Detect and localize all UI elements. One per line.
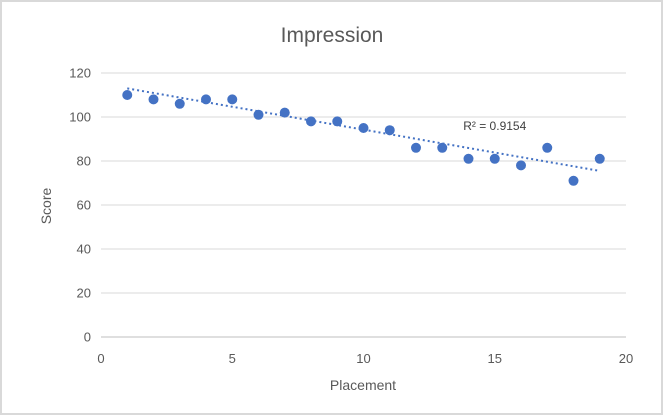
x-tick-label: 15 xyxy=(488,351,502,366)
y-axis-label: Score xyxy=(38,188,54,225)
data-point xyxy=(516,160,526,171)
data-point xyxy=(542,142,553,153)
data-points xyxy=(122,90,605,186)
y-tick-label: 80 xyxy=(77,154,91,169)
x-tick-label: 0 xyxy=(97,351,104,366)
y-tick-label: 100 xyxy=(69,110,91,125)
y-tick-label: 60 xyxy=(77,198,91,213)
x-axis-label: Placement xyxy=(330,377,396,393)
data-point xyxy=(594,153,605,164)
data-point xyxy=(489,153,500,164)
y-tick-labels: 0 20 40 60 80 100 120 xyxy=(69,66,91,345)
data-point xyxy=(332,116,343,127)
x-tick-label: 20 xyxy=(619,351,633,366)
chart-title: Impression xyxy=(281,24,384,47)
data-point xyxy=(122,90,133,100)
gridlines xyxy=(101,72,626,294)
data-point xyxy=(148,94,159,105)
x-tick-label: 10 xyxy=(356,351,370,366)
r-squared-label: R² = 0.9154 xyxy=(463,119,526,133)
data-point xyxy=(253,109,264,120)
data-point xyxy=(201,94,211,105)
data-point xyxy=(384,125,395,136)
data-point xyxy=(463,153,474,164)
x-tick-label: 5 xyxy=(229,351,236,366)
data-point xyxy=(568,175,579,186)
y-tick-label: 0 xyxy=(84,330,91,345)
data-point xyxy=(437,142,448,153)
annotations: R² = 0.9154 xyxy=(463,119,526,133)
y-tick-label: 20 xyxy=(77,286,91,301)
data-point xyxy=(174,98,185,109)
data-point xyxy=(306,116,316,127)
y-tick-label: 40 xyxy=(77,242,91,257)
data-point xyxy=(411,142,421,153)
data-point xyxy=(227,94,238,105)
data-point xyxy=(358,123,369,133)
data-point xyxy=(279,107,290,118)
y-tick-label: 120 xyxy=(69,66,91,81)
x-tick-labels: 0 5 10 15 20 xyxy=(97,351,633,366)
